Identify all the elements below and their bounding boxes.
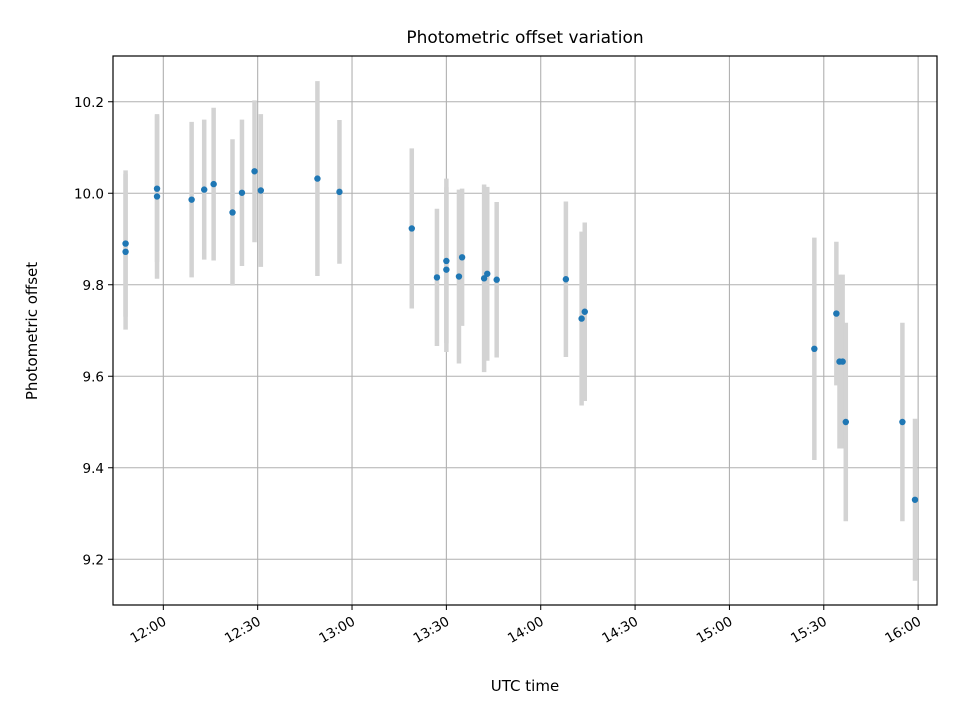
data-point [458,254,466,261]
data-point [911,496,919,503]
data-point [238,189,246,196]
y-tick-label: 10.0 [74,186,104,202]
data-point [493,276,500,283]
data-point [842,418,849,426]
plot-frame [112,55,938,606]
data-point [229,209,236,216]
y-tick-label: 10.2 [74,95,104,111]
y-axis-ticks: 9.2 9.4 9.6 9.8 10.0 10.2 [74,95,113,568]
data-point [210,180,217,188]
data-point [811,345,818,352]
data-point [408,225,415,232]
data-point [443,266,450,273]
data-point [433,274,441,281]
data-point [833,310,840,317]
grid [113,56,937,605]
data-point [899,418,906,426]
chart-title: Photometric offset variation [406,28,643,48]
data-point [257,187,265,194]
y-tick-label: 9.4 [83,461,104,477]
data-point [188,196,195,203]
data-point [336,188,343,196]
data-point [839,358,846,365]
data-point [314,175,321,182]
data-point [455,273,463,280]
data-point [480,275,488,282]
data-point [122,248,129,256]
y-axis-label: Photometric offset [23,262,41,400]
data-point [201,186,208,193]
data-point [581,308,588,315]
data-point [484,270,491,277]
data-point [251,168,258,175]
data-points [122,168,919,503]
y-tick-label: 9.6 [83,369,104,385]
data-point [578,315,585,322]
data-point [153,185,161,192]
data-point [122,240,129,247]
y-tick-label: 9.2 [83,552,104,568]
data-point [562,276,570,283]
data-point [153,193,161,200]
data-point [443,257,450,265]
x-axis-label: UTC time [491,677,559,695]
y-tick-label: 9.8 [83,278,104,294]
